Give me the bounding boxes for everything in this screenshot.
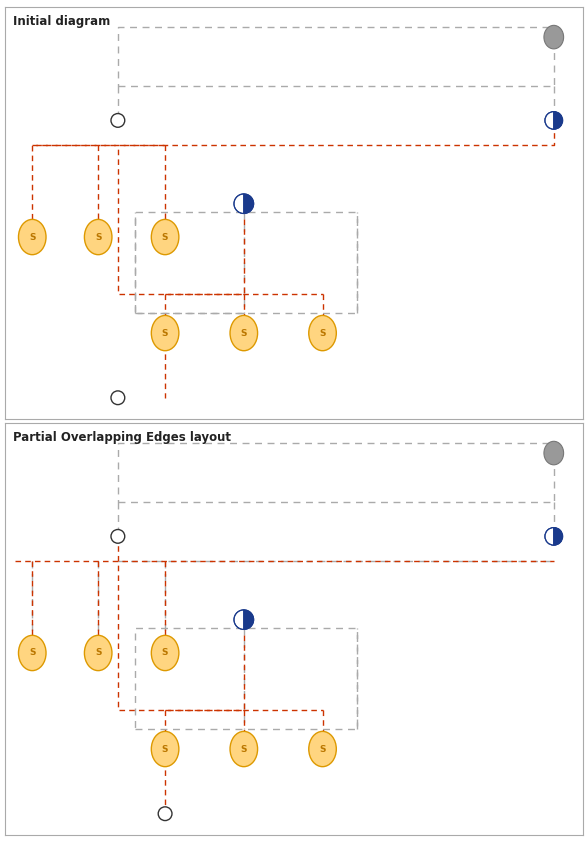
Wedge shape <box>545 528 554 545</box>
Ellipse shape <box>230 316 258 351</box>
Text: S: S <box>240 328 247 338</box>
Ellipse shape <box>544 441 564 465</box>
Text: S: S <box>319 744 326 754</box>
Wedge shape <box>554 528 563 545</box>
Text: S: S <box>95 648 102 658</box>
Circle shape <box>111 114 125 127</box>
Ellipse shape <box>151 316 179 351</box>
Ellipse shape <box>85 220 112 254</box>
Wedge shape <box>244 194 253 214</box>
Wedge shape <box>545 112 554 129</box>
Circle shape <box>111 391 125 405</box>
Text: S: S <box>29 232 35 242</box>
Text: S: S <box>319 328 326 338</box>
Text: S: S <box>95 232 102 242</box>
Text: S: S <box>162 328 168 338</box>
Ellipse shape <box>544 25 564 49</box>
Ellipse shape <box>151 636 179 670</box>
Ellipse shape <box>18 636 46 670</box>
Text: S: S <box>162 648 168 658</box>
Ellipse shape <box>230 732 258 767</box>
Wedge shape <box>234 194 244 214</box>
Text: S: S <box>162 744 168 754</box>
Ellipse shape <box>85 636 112 670</box>
Text: S: S <box>29 648 35 658</box>
Ellipse shape <box>151 220 179 254</box>
Circle shape <box>158 807 172 821</box>
Ellipse shape <box>18 220 46 254</box>
Wedge shape <box>554 112 563 129</box>
Text: S: S <box>162 232 168 242</box>
Ellipse shape <box>309 732 336 767</box>
Text: S: S <box>240 744 247 754</box>
Circle shape <box>111 530 125 543</box>
Text: Partial Overlapping Edges layout: Partial Overlapping Edges layout <box>12 430 230 444</box>
Ellipse shape <box>309 316 336 351</box>
Wedge shape <box>234 610 244 630</box>
Ellipse shape <box>151 732 179 767</box>
Text: Initial diagram: Initial diagram <box>12 14 110 28</box>
Wedge shape <box>244 610 253 630</box>
